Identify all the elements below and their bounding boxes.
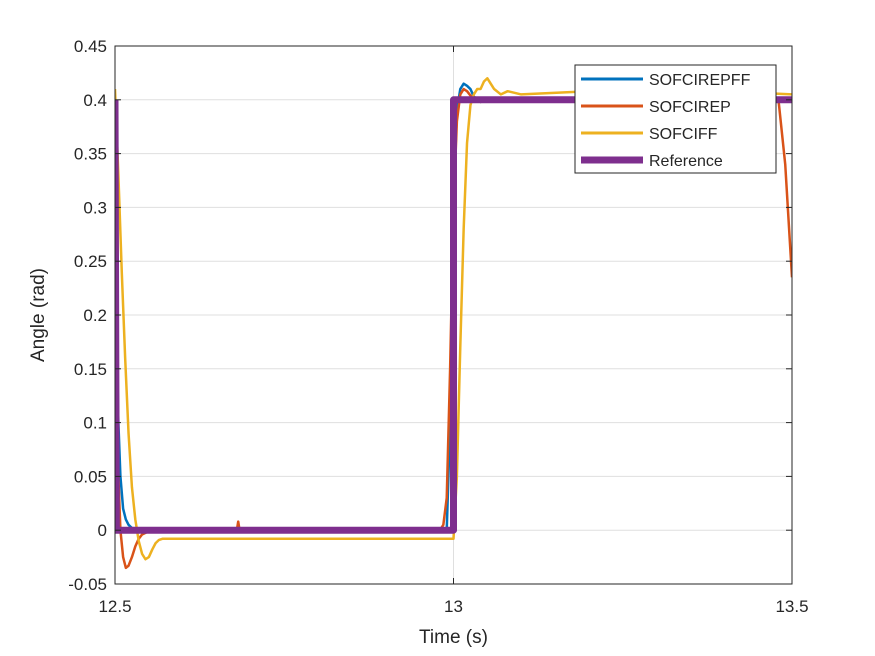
legend-label: SOFCIFF [649, 126, 718, 143]
y-axis-label: Angle (rad) [28, 268, 49, 362]
y-tick-label: 0 [98, 521, 107, 540]
series-line-reference [115, 96, 792, 534]
x-tick-label: 13 [444, 597, 463, 616]
y-tick-label: 0.05 [74, 467, 107, 486]
legend-box [574, 64, 777, 174]
y-tick-label: 0.45 [74, 37, 107, 56]
y-tick-label: -0.05 [68, 575, 107, 594]
x-axis-label: Time (s) [419, 627, 488, 648]
x-tick-label: 12.5 [98, 597, 131, 616]
y-tick-label: 0.4 [83, 91, 107, 110]
y-tick-label: 0.15 [74, 360, 107, 379]
legend-label: SOFCIREPFF [649, 72, 751, 89]
series-lines [115, 77, 792, 570]
axis-ticks: -0.05 0 0.05 0.1 0.15 0.2 0.25 0.3 0.35 0.4 0.45 12… [68, 37, 808, 616]
legend-label: Reference [649, 153, 723, 170]
legend-label: SOFCIREP [649, 99, 731, 116]
y-tick-label: 0.3 [83, 198, 107, 217]
y-tick-label: 0.25 [74, 252, 107, 271]
y-tick-label: 0.35 [74, 145, 107, 164]
x-tick-label: 13.5 [775, 597, 808, 616]
legend: SOFCIREPFF SOFCIREP SOFCIFF Reference [574, 64, 777, 174]
y-tick-label: 0.1 [83, 414, 107, 433]
y-tick-label: 0.2 [83, 306, 107, 325]
